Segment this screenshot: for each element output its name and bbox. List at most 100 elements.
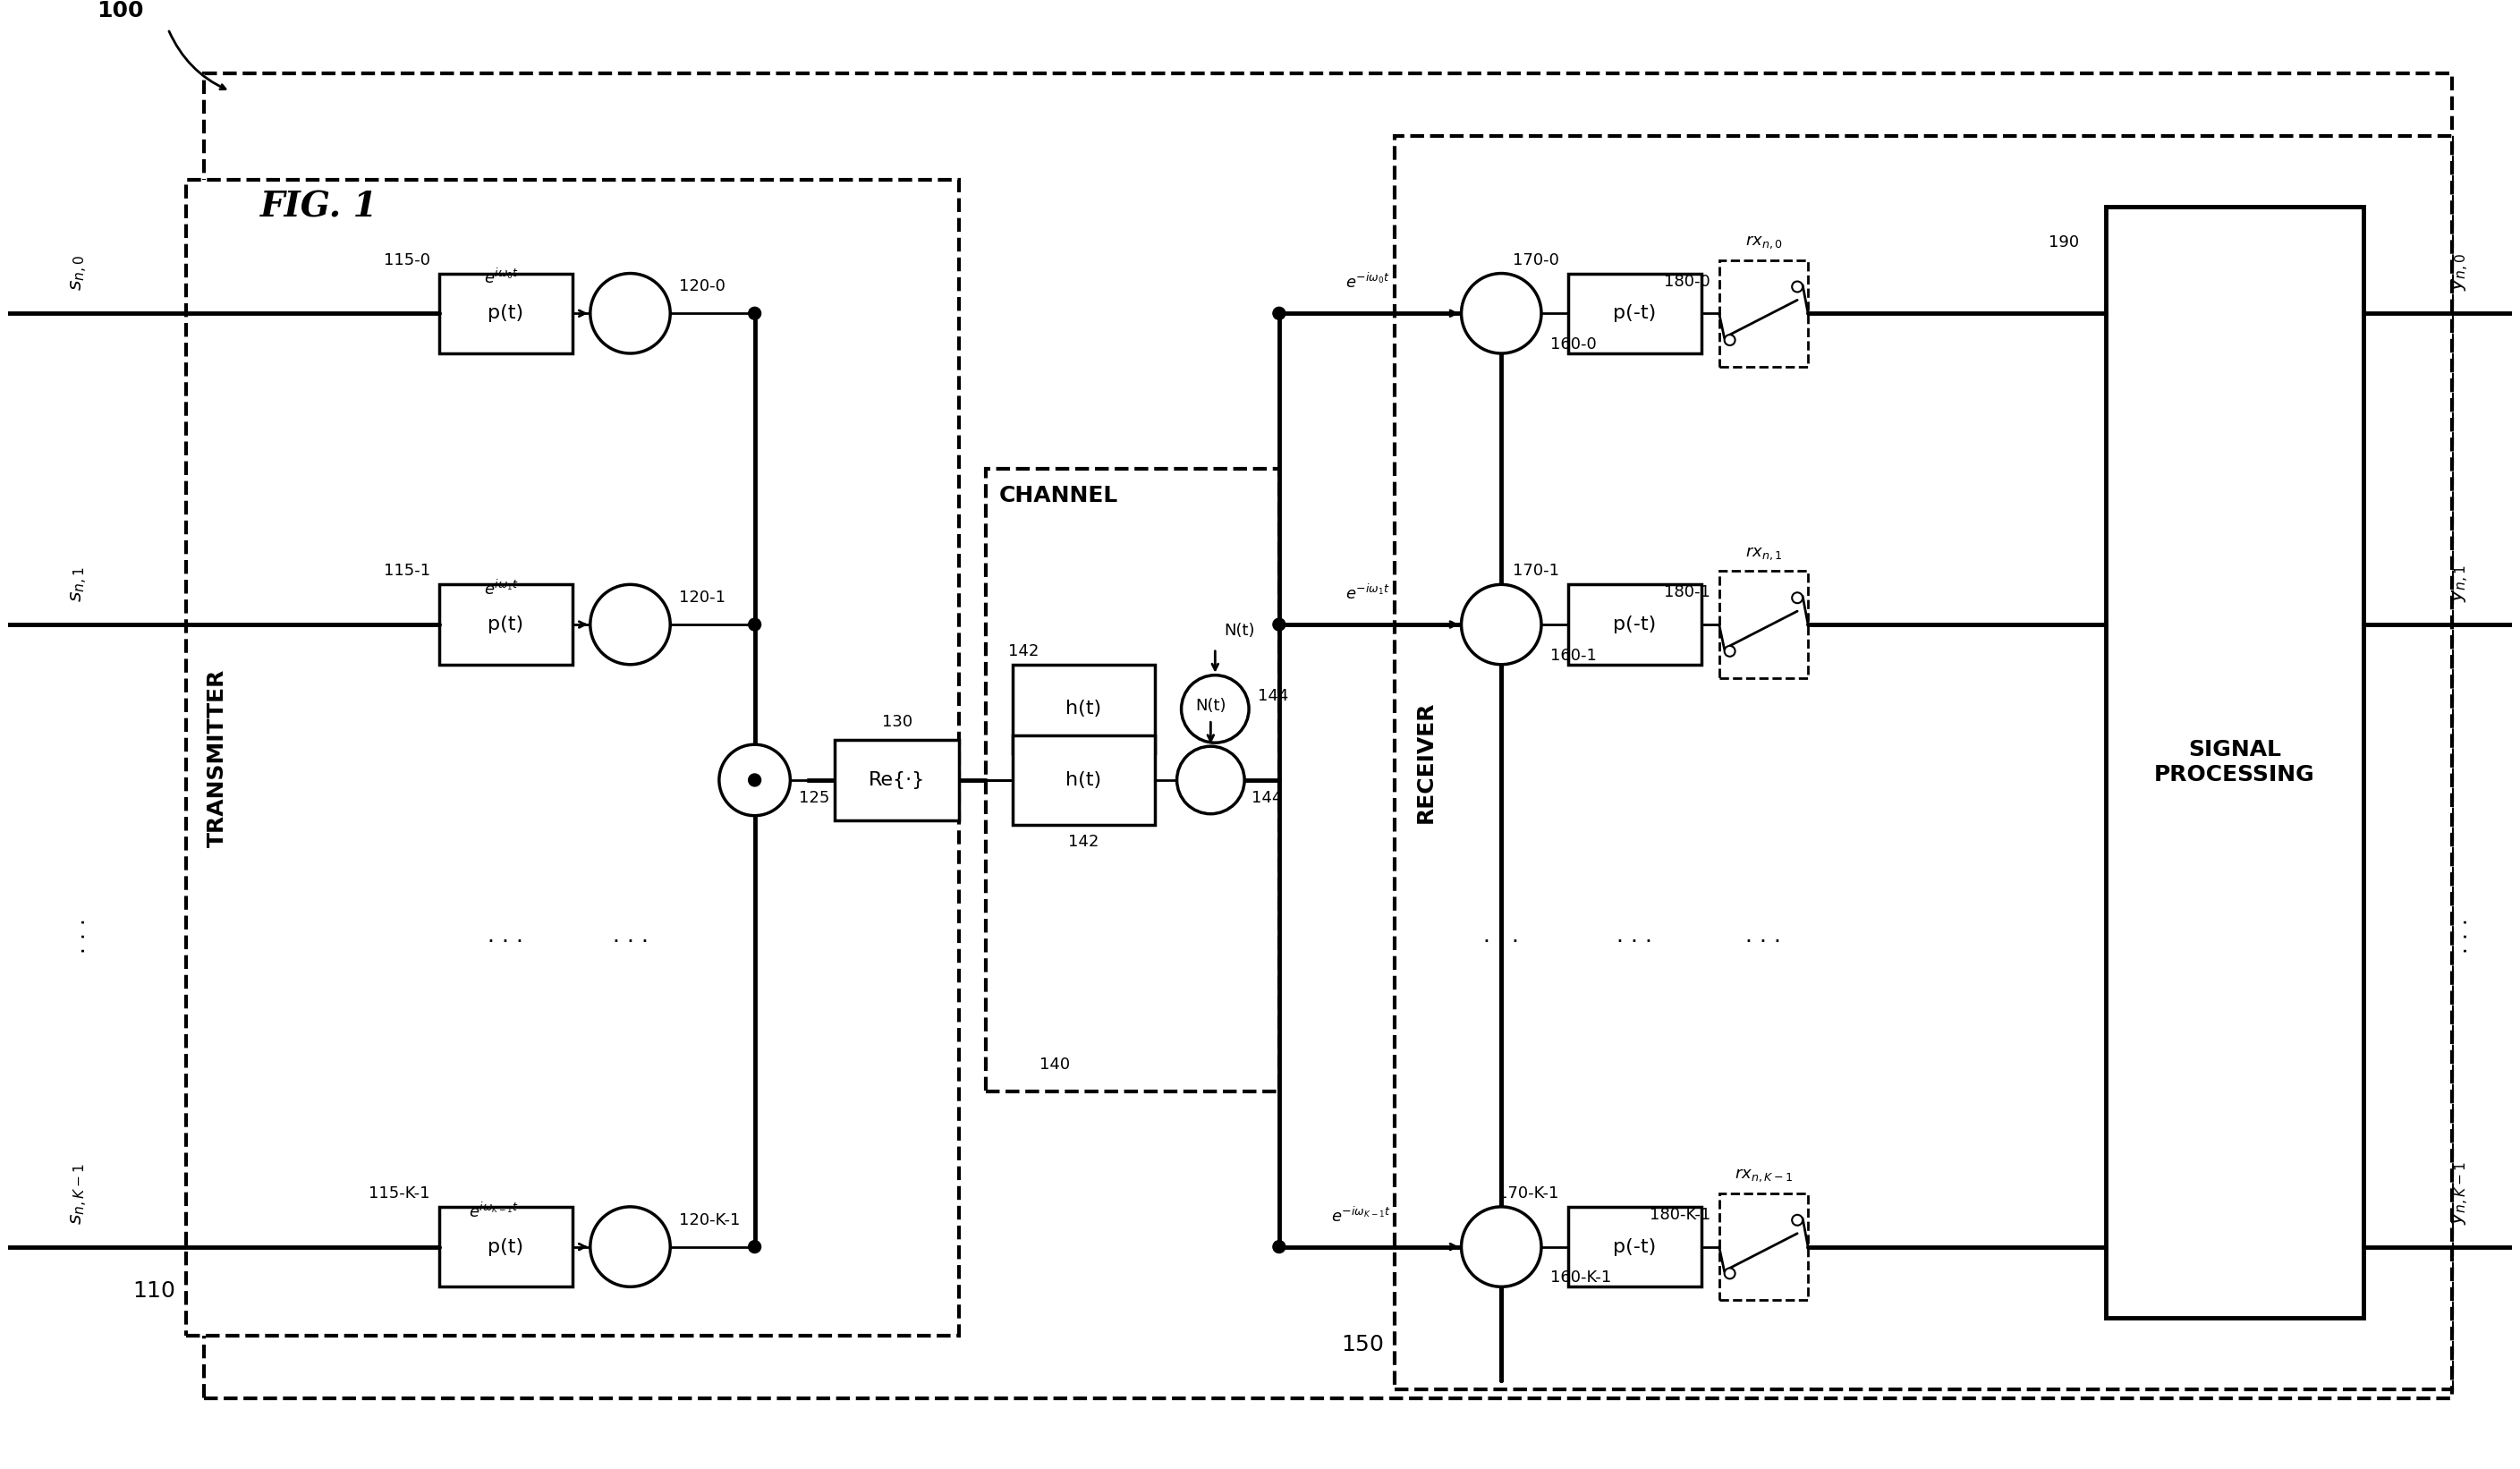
Circle shape	[1273, 307, 1285, 320]
FancyBboxPatch shape	[438, 585, 572, 664]
Text: 144: 144	[1257, 687, 1288, 704]
FancyBboxPatch shape	[1394, 135, 2452, 1390]
Text: . . .: . . .	[1746, 925, 1782, 946]
Text: . . .: . . .	[2449, 918, 2472, 953]
Text: 140: 140	[1038, 1056, 1068, 1072]
Text: $s_{n,K-1}$: $s_{n,K-1}$	[68, 1162, 88, 1225]
FancyBboxPatch shape	[834, 740, 960, 820]
Text: 180-0: 180-0	[1663, 273, 1711, 289]
Circle shape	[1724, 646, 1736, 657]
Text: p(-t): p(-t)	[1613, 304, 1656, 322]
Text: FIG. 1: FIG. 1	[260, 190, 378, 223]
Text: p(t): p(t)	[489, 1238, 524, 1256]
FancyBboxPatch shape	[186, 181, 960, 1335]
FancyBboxPatch shape	[1719, 1193, 1807, 1300]
Text: 115-K-1: 115-K-1	[368, 1185, 431, 1202]
Text: $e^{i\omega_{K-1} t}$: $e^{i\omega_{K-1} t}$	[469, 1202, 519, 1221]
Text: 100: 100	[96, 0, 144, 22]
Text: 120-1: 120-1	[678, 589, 726, 605]
Circle shape	[1724, 335, 1736, 345]
Text: 180-K-1: 180-K-1	[1648, 1206, 1711, 1222]
FancyBboxPatch shape	[438, 273, 572, 354]
FancyBboxPatch shape	[1013, 736, 1154, 824]
FancyBboxPatch shape	[1013, 664, 1154, 754]
Text: 142: 142	[1008, 643, 1038, 660]
Text: $rx_{n,1}$: $rx_{n,1}$	[1744, 545, 1782, 561]
Text: 120-K-1: 120-K-1	[678, 1212, 741, 1228]
Circle shape	[1273, 1240, 1285, 1253]
Circle shape	[1177, 746, 1245, 814]
Text: TRANSMITTER: TRANSMITTER	[207, 668, 227, 848]
Text: SIGNAL
PROCESSING: SIGNAL PROCESSING	[2155, 739, 2316, 786]
Text: 115-1: 115-1	[383, 563, 431, 579]
Circle shape	[1462, 585, 1542, 664]
Text: . . .: . . .	[68, 918, 91, 953]
Text: . . .: . . .	[489, 925, 524, 946]
Text: 190: 190	[2049, 234, 2079, 250]
Text: 142: 142	[1068, 834, 1099, 851]
Text: . . .: . . .	[1484, 925, 1520, 946]
Text: N(t): N(t)	[1225, 623, 1255, 639]
Circle shape	[1724, 1268, 1736, 1279]
Text: Re{·}: Re{·}	[869, 771, 925, 789]
Circle shape	[590, 273, 670, 354]
Text: $rx_{n,K-1}$: $rx_{n,K-1}$	[1734, 1168, 1792, 1184]
Circle shape	[1462, 273, 1542, 354]
Text: p(-t): p(-t)	[1613, 1238, 1656, 1256]
Text: N(t): N(t)	[1194, 698, 1227, 714]
Text: 115-0: 115-0	[383, 253, 431, 267]
Text: 120-0: 120-0	[678, 279, 726, 295]
Text: $e^{i\omega_0 t}$: $e^{i\omega_0 t}$	[484, 269, 519, 288]
Text: $y_{n,0}$: $y_{n,0}$	[2452, 253, 2472, 291]
Circle shape	[590, 1206, 670, 1287]
Circle shape	[1792, 282, 1802, 292]
Text: 125: 125	[799, 790, 829, 806]
FancyBboxPatch shape	[1567, 1206, 1701, 1287]
Text: $e^{i\omega_1 t}$: $e^{i\omega_1 t}$	[484, 579, 519, 598]
FancyBboxPatch shape	[204, 73, 2452, 1398]
Circle shape	[718, 745, 791, 815]
Circle shape	[1182, 676, 1250, 743]
Circle shape	[1273, 618, 1285, 630]
FancyBboxPatch shape	[438, 1206, 572, 1287]
FancyBboxPatch shape	[1719, 260, 1807, 367]
Text: $e^{-i\omega_{K-1} t}$: $e^{-i\omega_{K-1} t}$	[1331, 1206, 1391, 1225]
Text: 160-0: 160-0	[1550, 336, 1598, 353]
Text: p(t): p(t)	[489, 616, 524, 633]
Text: $s_{n,1}$: $s_{n,1}$	[68, 567, 88, 602]
FancyBboxPatch shape	[2107, 207, 2364, 1318]
Text: p(t): p(t)	[489, 304, 524, 322]
Text: 144: 144	[1252, 790, 1283, 806]
Text: $\mathsf{150}$: $\mathsf{150}$	[1341, 1334, 1383, 1356]
Text: CHANNEL: CHANNEL	[998, 485, 1119, 507]
Text: 170-0: 170-0	[1512, 253, 1560, 267]
Text: $y_{n,K-1}$: $y_{n,K-1}$	[2452, 1161, 2472, 1225]
Text: 160-1: 160-1	[1550, 648, 1598, 664]
Circle shape	[590, 585, 670, 664]
Circle shape	[748, 307, 761, 320]
Text: 170-1: 170-1	[1512, 563, 1560, 579]
Circle shape	[1792, 1215, 1802, 1225]
Text: 180-1: 180-1	[1663, 585, 1711, 601]
Text: 170-K-1: 170-K-1	[1497, 1185, 1560, 1202]
Text: h(t): h(t)	[1066, 701, 1101, 718]
Text: $e^{-i\omega_0 t}$: $e^{-i\omega_0 t}$	[1346, 273, 1391, 292]
Text: $e^{-i\omega_1 t}$: $e^{-i\omega_1 t}$	[1346, 583, 1391, 602]
Circle shape	[1462, 1206, 1542, 1287]
Text: RECEIVER: RECEIVER	[1416, 701, 1436, 823]
FancyBboxPatch shape	[1567, 273, 1701, 354]
FancyBboxPatch shape	[985, 469, 1280, 1091]
Text: $y_{n,1}$: $y_{n,1}$	[2452, 564, 2472, 602]
Text: p(-t): p(-t)	[1613, 616, 1656, 633]
Text: 160-K-1: 160-K-1	[1550, 1269, 1610, 1285]
Text: $\mathsf{110}$: $\mathsf{110}$	[134, 1281, 176, 1302]
Circle shape	[748, 774, 761, 786]
Text: . . .: . . .	[1618, 925, 1653, 946]
Text: 130: 130	[882, 714, 912, 730]
Text: $rx_{n,0}$: $rx_{n,0}$	[1744, 234, 1782, 251]
Text: $s_{n,0}$: $s_{n,0}$	[68, 256, 88, 291]
Text: h(t): h(t)	[1066, 771, 1101, 789]
FancyBboxPatch shape	[1719, 571, 1807, 677]
Circle shape	[1792, 592, 1802, 604]
Text: . . .: . . .	[612, 925, 648, 946]
